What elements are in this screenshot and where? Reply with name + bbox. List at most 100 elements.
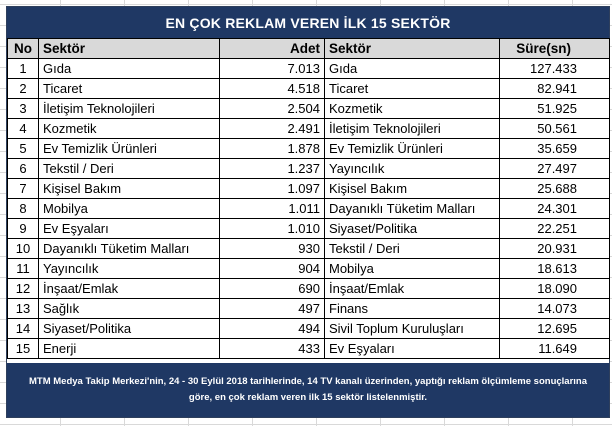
table-row: 4 Kozmetik 2.491 İletişim Teknolojileri 50.5… [7,118,610,139]
table-row: 1 Gıda 7.013 Gıda 127.433 [7,58,610,79]
cell-count: 1.010 [219,218,325,239]
cell-sector-b: Ev Temizlik Ürünleri [324,138,500,159]
cell-duration: 18.613 [499,258,610,279]
cell-no: 10 [7,238,39,259]
table-row: 7 Kişisel Bakım 1.097 Kişisel Bakım 25.688 [7,178,610,199]
table-row: 3 İletişim Teknolojileri 2.504 Kozmetik 51.9… [7,98,610,119]
cell-sector-b: Yayıncılık [324,158,500,179]
table-row: 11 Yayıncılık 904 Mobilya 18.613 [7,258,610,279]
header-count: Adet [219,38,325,59]
header-sector-a: Sektör [38,38,220,59]
cell-count: 433 [219,338,325,359]
cell-sector-b: Sivil Toplum Kuruluşları [324,318,500,339]
cell-no: 13 [7,298,39,319]
table-row: 9 Ev Eşyaları 1.010 Siyaset/Politika 22.251 [7,218,610,239]
cell-no: 14 [7,318,39,339]
table-row: 15 Enerji 433 Ev Eşyaları 11.649 [7,338,610,359]
cell-sector-b: Finans [324,298,500,319]
cell-count: 494 [219,318,325,339]
header-no: No [7,38,39,59]
cell-sector-a: Ticaret [38,78,220,99]
cell-no: 3 [7,98,39,119]
cell-no: 8 [7,198,39,219]
cell-sector-a: Yayıncılık [38,258,220,279]
cell-sector-a: İnşaat/Emlak [38,278,220,299]
cell-duration: 22.251 [499,218,610,239]
cell-sector-b: İletişim Teknolojileri [324,118,500,139]
cell-duration: 20.931 [499,238,610,259]
cell-sector-a: Ev Temizlik Ürünleri [38,138,220,159]
cell-duration: 127.433 [499,58,610,79]
cell-sector-a: Sağlık [38,298,220,319]
cell-duration: 14.073 [499,298,610,319]
cell-count: 7.013 [219,58,325,79]
table-row: 8 Mobilya 1.011 Dayanıklı Tüketim Malları 24… [7,198,610,219]
cell-duration: 18.090 [499,278,610,299]
footer-note: MTM Medya Takip Merkezi'nin, 24 - 30 Eyl… [7,363,609,417]
cell-count: 4.518 [219,78,325,99]
cell-sector-a: Gıda [38,58,220,79]
table-row: 6 Tekstil / Deri 1.237 Yayıncılık 27.497 [7,158,610,179]
cell-duration: 24.301 [499,198,610,219]
cell-no: 2 [7,78,39,99]
cell-count: 1.097 [219,178,325,199]
cell-sector-b: Siyaset/Politika [324,218,500,239]
cell-duration: 51.925 [499,98,610,119]
cell-sector-a: İletişim Teknolojileri [38,98,220,119]
cell-count: 497 [219,298,325,319]
cell-sector-b: Ev Eşyaları [324,338,500,359]
cell-sector-a: Mobilya [38,198,220,219]
cell-sector-b: Kozmetik [324,98,500,119]
cell-sector-b: Gıda [324,58,500,79]
cell-count: 1.878 [219,138,325,159]
cell-no: 5 [7,138,39,159]
cell-sector-b: Dayanıklı Tüketim Malları [324,198,500,219]
footer-line-1: MTM Medya Takip Merkezi'nin, 24 - 30 Eyl… [28,376,588,387]
cell-sector-a: Kozmetik [38,118,220,139]
cell-sector-b: Tekstil / Deri [324,238,500,259]
cell-sector-a: Siyaset/Politika [38,318,220,339]
cell-count: 2.491 [219,118,325,139]
cell-duration: 50.561 [499,118,610,139]
cell-sector-b: İnşaat/Emlak [324,278,500,299]
sector-ranking-card: EN ÇOK REKLAM VEREN İLK 15 SEKTÖR No Sek… [6,6,610,418]
cell-no: 12 [7,278,39,299]
cell-sector-b: Kişisel Bakım [324,178,500,199]
cell-no: 7 [7,178,39,199]
cell-count: 1.011 [219,198,325,219]
cell-duration: 35.659 [499,138,610,159]
sector-table: No Sektör Adet Sektör Süre(sn) 1 Gıda 7.01… [7,38,610,359]
cell-sector-a: Dayanıklı Tüketim Malları [38,238,220,259]
table-row: 12 İnşaat/Emlak 690 İnşaat/Emlak 18.090 [7,278,610,299]
cell-duration: 11.649 [499,338,610,359]
cell-no: 4 [7,118,39,139]
cell-no: 6 [7,158,39,179]
cell-count: 690 [219,278,325,299]
header-duration: Süre(sn) [499,38,610,59]
cell-count: 1.237 [219,158,325,179]
cell-count: 2.504 [219,98,325,119]
cell-no: 9 [7,218,39,239]
header-row: No Sektör Adet Sektör Süre(sn) [7,38,610,59]
cell-duration: 27.497 [499,158,610,179]
table-row: 14 Siyaset/Politika 494 Sivil Toplum Kurulu… [7,318,610,339]
header-sector-b: Sektör [324,38,500,59]
cell-no: 15 [7,338,39,359]
cell-sector-a: Kişisel Bakım [38,178,220,199]
table-row: 2 Ticaret 4.518 Ticaret 82.941 [7,78,610,99]
cell-sector-b: Mobilya [324,258,500,279]
cell-duration: 25.688 [499,178,610,199]
cell-no: 1 [7,58,39,79]
cell-sector-a: Tekstil / Deri [38,158,220,179]
cell-count: 930 [219,238,325,259]
table-title: EN ÇOK REKLAM VEREN İLK 15 SEKTÖR [7,7,609,38]
table-row: 10 Dayanıklı Tüketim Malları 930 Tekstil / … [7,238,610,259]
cell-sector-b: Ticaret [324,78,500,99]
cell-sector-a: Enerji [38,338,220,359]
cell-no: 11 [7,258,39,279]
cell-duration: 82.941 [499,78,610,99]
footer-line-2: göre, en çok reklam veren ilk 15 sektör … [188,392,428,403]
cell-duration: 12.695 [499,318,610,339]
cell-count: 904 [219,258,325,279]
table-row: 5 Ev Temizlik Ürünleri 1.878 Ev Temizlik Ür… [7,138,610,159]
